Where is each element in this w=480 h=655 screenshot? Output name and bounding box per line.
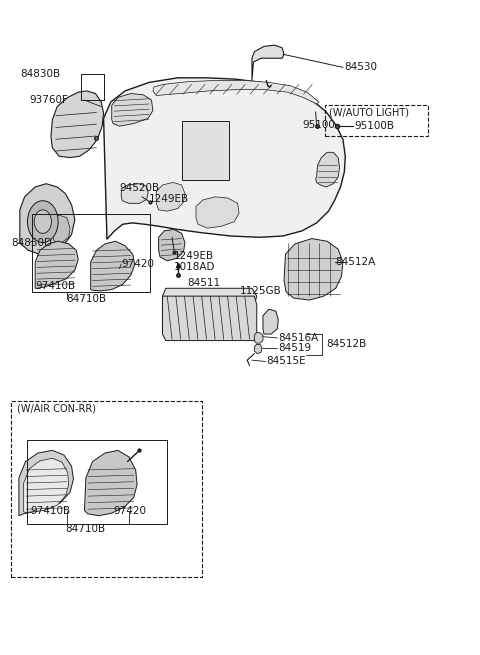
Polygon shape [20,183,75,254]
Polygon shape [121,183,148,203]
Text: 1018AD: 1018AD [174,263,216,272]
Text: 97410B: 97410B [35,282,75,291]
Bar [32,214,151,292]
Text: 94520B: 94520B [120,183,159,193]
Text: 84515E: 84515E [266,356,306,367]
Bar [325,105,428,136]
Polygon shape [263,309,278,334]
Text: 84519: 84519 [278,343,312,354]
Text: 95100: 95100 [302,120,335,130]
Polygon shape [162,288,257,305]
Text: 84512B: 84512B [326,339,366,350]
Bar [181,121,228,179]
Text: 84512A: 84512A [336,257,376,267]
Polygon shape [254,333,263,343]
Text: (W/AIR CON-RR): (W/AIR CON-RR) [17,403,96,413]
Text: 95100B: 95100B [354,121,394,131]
Text: 84530: 84530 [344,62,377,72]
Text: 97410B: 97410B [30,506,71,515]
Circle shape [34,210,51,233]
Polygon shape [158,229,185,261]
Polygon shape [284,238,343,300]
Polygon shape [196,196,239,228]
Text: 1249EB: 1249EB [174,251,214,261]
Text: 93760F: 93760F [29,95,68,105]
Text: (W/AUTO LIGHT): (W/AUTO LIGHT) [329,107,409,117]
Polygon shape [91,241,135,291]
Polygon shape [104,78,345,239]
Polygon shape [35,241,78,288]
Polygon shape [112,94,153,126]
Polygon shape [153,81,319,104]
Text: 97420: 97420 [121,259,154,269]
Text: 84516A: 84516A [278,333,319,343]
Bar [11,401,202,577]
Polygon shape [316,153,339,187]
Polygon shape [24,458,69,512]
Text: 84710B: 84710B [65,524,106,534]
Polygon shape [19,451,73,515]
Text: 1125GB: 1125GB [240,286,282,296]
Polygon shape [162,296,257,341]
Text: 97420: 97420 [113,506,146,515]
Polygon shape [254,345,262,354]
Bar [27,440,167,523]
Polygon shape [84,451,137,515]
Polygon shape [156,182,185,211]
Text: 84850D: 84850D [11,238,52,248]
Text: 84830B: 84830B [20,69,60,79]
Polygon shape [51,91,104,158]
Polygon shape [252,45,284,81]
Polygon shape [52,215,70,242]
Text: 84710B: 84710B [67,294,107,305]
Circle shape [27,200,58,242]
Text: 1249EB: 1249EB [149,194,189,204]
Text: 84511: 84511 [187,278,220,288]
